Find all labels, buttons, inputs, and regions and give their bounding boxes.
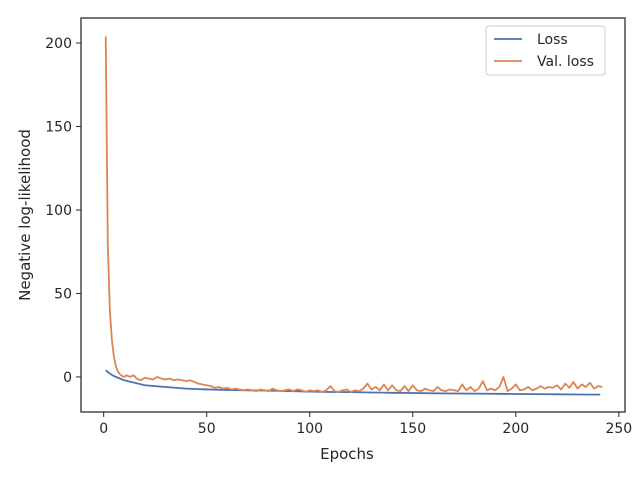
- x-tick-label: 100: [296, 421, 323, 437]
- x-tick-label: 200: [502, 421, 529, 437]
- x-tick-label: 50: [198, 421, 216, 437]
- x-tick-label: 150: [399, 421, 426, 437]
- y-tick-label: 200: [45, 36, 72, 52]
- y-tick-label: 50: [54, 286, 72, 302]
- y-tick-label: 150: [45, 120, 72, 136]
- legend-label-val-loss: Val. loss: [537, 54, 594, 70]
- series-line-val-loss: [104, 36, 603, 393]
- x-axis: 0 50 100 150 200 250: [99, 412, 632, 437]
- y-tick-label: 100: [45, 203, 72, 219]
- legend: Loss Val. loss: [485, 25, 606, 76]
- y-tick-label: 0: [63, 370, 72, 386]
- series-line-loss: [105, 369, 601, 396]
- plot-area: [80, 17, 626, 413]
- y-axis: 0 50 100 150 200: [45, 36, 81, 386]
- legend-label-loss: Loss: [537, 32, 568, 48]
- series-layer: [104, 36, 603, 396]
- x-tick-label: 0: [99, 421, 108, 437]
- y-axis-label: Negative log-likelihood: [16, 129, 34, 301]
- x-axis-label: Epochs: [320, 445, 374, 463]
- plot-background: [81, 18, 625, 412]
- plot-frame: [80, 17, 626, 413]
- x-tick-label: 250: [605, 421, 632, 437]
